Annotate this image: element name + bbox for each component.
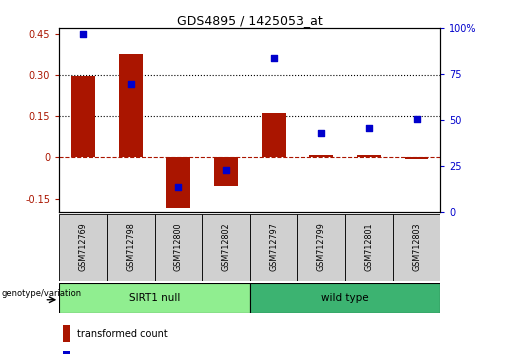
Bar: [405, 158, 428, 159]
Bar: [154, 214, 202, 281]
Bar: [262, 114, 285, 158]
Text: GSM712803: GSM712803: [412, 222, 421, 271]
Bar: [392, 214, 440, 281]
Bar: [71, 76, 95, 158]
Bar: [297, 214, 345, 281]
Text: genotype/variation: genotype/variation: [1, 289, 81, 298]
Bar: [214, 158, 238, 186]
Point: [269, 55, 278, 61]
Bar: [166, 158, 190, 208]
Point: [174, 184, 182, 189]
Title: GDS4895 / 1425053_at: GDS4895 / 1425053_at: [177, 14, 323, 27]
Bar: [119, 55, 143, 158]
Text: transformed count: transformed count: [77, 329, 168, 339]
Text: GSM712798: GSM712798: [126, 222, 135, 271]
Bar: [345, 214, 392, 281]
Text: GSM712801: GSM712801: [365, 222, 373, 271]
Point: [79, 31, 87, 37]
Point: [127, 81, 135, 86]
Bar: [59, 283, 250, 313]
Bar: [250, 283, 440, 313]
Bar: [107, 214, 154, 281]
Bar: [310, 155, 333, 158]
Bar: [63, 351, 70, 354]
Point: [413, 116, 421, 121]
Bar: [59, 214, 107, 281]
Text: GSM712769: GSM712769: [79, 222, 88, 271]
Point: [365, 125, 373, 131]
Point: [222, 167, 230, 173]
Text: GSM712799: GSM712799: [317, 222, 325, 271]
Text: GSM712797: GSM712797: [269, 222, 278, 271]
Point: [317, 130, 325, 136]
Bar: [250, 214, 297, 281]
Text: GSM712802: GSM712802: [221, 222, 230, 271]
Bar: [63, 325, 70, 342]
Bar: [357, 155, 381, 158]
Text: SIRT1 null: SIRT1 null: [129, 293, 180, 303]
Text: wild type: wild type: [321, 293, 369, 303]
Text: GSM712800: GSM712800: [174, 222, 183, 271]
Bar: [202, 214, 250, 281]
